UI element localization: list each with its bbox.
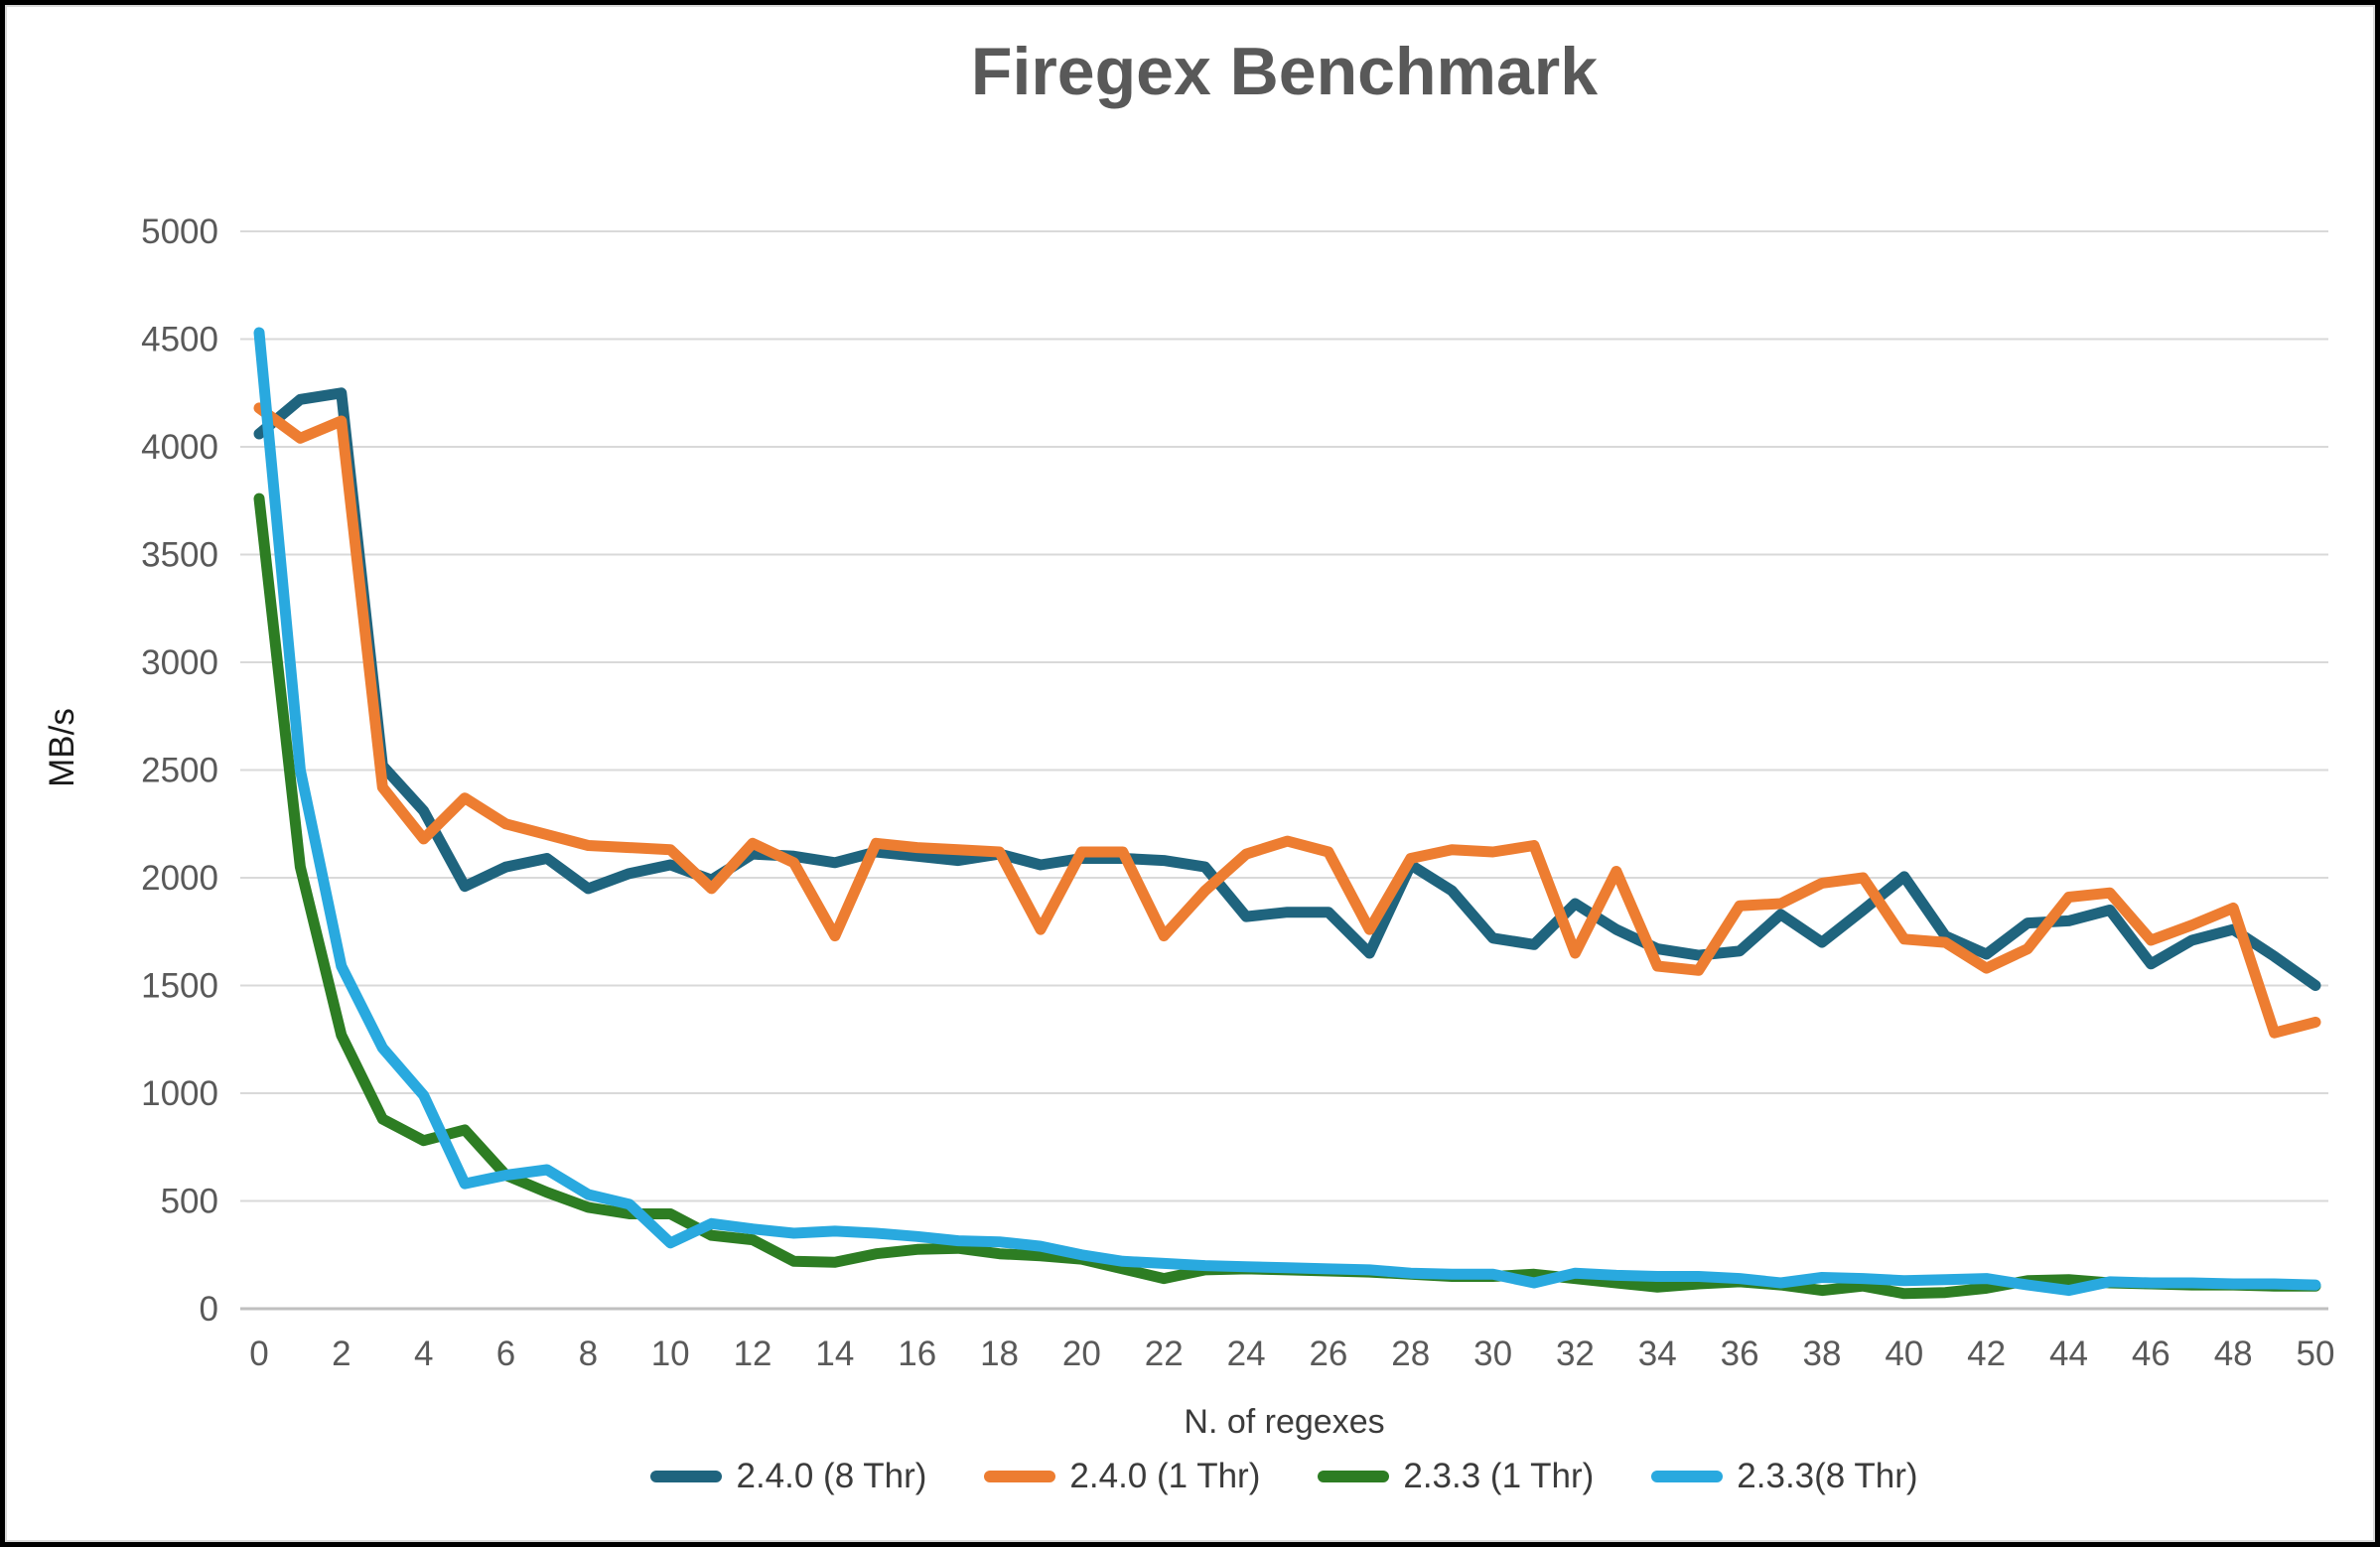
series-line-2.3.3 (1 Thr): [253, 492, 2321, 1300]
series-line-2.4.0 (1 Thr): [253, 402, 2321, 1039]
legend-swatch-icon: [1318, 1471, 1390, 1482]
legend-entry: 2.4.0 (8 Thr): [650, 1457, 926, 1496]
x-tick-label: 28: [1391, 1335, 1430, 1373]
x-tick-label: 20: [1062, 1335, 1101, 1373]
x-axis-title: N. of regexes: [1184, 1403, 1385, 1441]
plot-area: 0500100015002000250030003500400045005000…: [141, 212, 2334, 1373]
series-lines: [253, 327, 2321, 1300]
y-tick-label: 4500: [141, 321, 218, 359]
x-tick-label: 2: [332, 1335, 350, 1373]
x-tick-label: 8: [579, 1335, 598, 1373]
x-tick-label: 14: [815, 1335, 854, 1373]
x-tick-label: 6: [496, 1335, 515, 1373]
y-tick-label: 500: [161, 1183, 218, 1221]
x-tick-label: 34: [1638, 1335, 1677, 1373]
x-tick-label: 46: [2132, 1335, 2170, 1373]
x-tick-label: 40: [1885, 1335, 1923, 1373]
y-axis-title: MB/s: [43, 708, 81, 787]
x-tick-label: 48: [2214, 1335, 2253, 1373]
x-tick-label: 30: [1473, 1335, 1512, 1373]
y-tick-label: 3000: [141, 643, 218, 682]
legend-label: 2.3.3(8 Thr): [1737, 1457, 1918, 1495]
x-tick-label: 26: [1309, 1335, 1347, 1373]
x-tick-label: 36: [1721, 1335, 1759, 1373]
legend-label: 2.4.0 (8 Thr): [736, 1457, 927, 1495]
legend-swatch-icon: [984, 1471, 1056, 1482]
y-tick-label: 4000: [141, 428, 218, 467]
legend-entry: 2.4.0 (1 Thr): [984, 1457, 1260, 1496]
y-tick-label: 3500: [141, 536, 218, 575]
x-tick-label: 42: [1967, 1335, 2006, 1373]
y-axis-tick-labels: 0 500 1000 1500 2000 2500 3000 3500 4000 4500 5000: [141, 212, 218, 1329]
x-tick-label: 18: [980, 1335, 1019, 1373]
x-axis-tick-labels: 0 2 4 6 8 10 12 14 16 18 20 22 24 26 28 30 32 34 36 38 40 42 4…: [249, 1335, 2334, 1373]
legend-label: 2.3.3 (1 Thr): [1403, 1457, 1595, 1495]
series-line-2.4.0 (8 Thr): [253, 387, 2321, 991]
x-tick-label: 0: [249, 1335, 268, 1373]
legend-swatch-icon: [1651, 1471, 1724, 1482]
x-tick-label: 4: [414, 1335, 433, 1373]
x-tick-label: 50: [2297, 1335, 2335, 1373]
y-tick-label: 2500: [141, 752, 218, 790]
legend-entry: 2.3.3 (1 Thr): [1318, 1457, 1594, 1496]
legend-swatch-icon: [650, 1471, 723, 1482]
y-tick-label: 0: [200, 1290, 218, 1329]
chart-title: Firegex Benchmark: [970, 34, 1599, 109]
gridlines: [240, 230, 2328, 1311]
legend: 2.4.0 (8 Thr) 2.4.0 (1 Thr) 2.3.3 (1 Thr) 2…: [240, 1457, 2328, 1496]
x-tick-label: 24: [1227, 1335, 1266, 1373]
y-tick-label: 5000: [141, 212, 218, 251]
x-tick-label: 22: [1145, 1335, 1184, 1373]
legend-entry: 2.3.3(8 Thr): [1651, 1457, 1918, 1496]
x-tick-label: 44: [2049, 1335, 2088, 1373]
x-tick-label: 38: [1802, 1335, 1841, 1373]
y-tick-label: 2000: [141, 859, 218, 898]
x-tick-label: 32: [1556, 1335, 1595, 1373]
y-tick-label: 1500: [141, 967, 218, 1006]
x-tick-label: 16: [898, 1335, 936, 1373]
series-line-2.3.3(8 Thr): [253, 327, 2321, 1297]
x-tick-label: 12: [734, 1335, 772, 1373]
x-tick-label: 10: [651, 1335, 690, 1373]
y-tick-label: 1000: [141, 1074, 218, 1113]
legend-label: 2.4.0 (1 Thr): [1069, 1457, 1261, 1495]
